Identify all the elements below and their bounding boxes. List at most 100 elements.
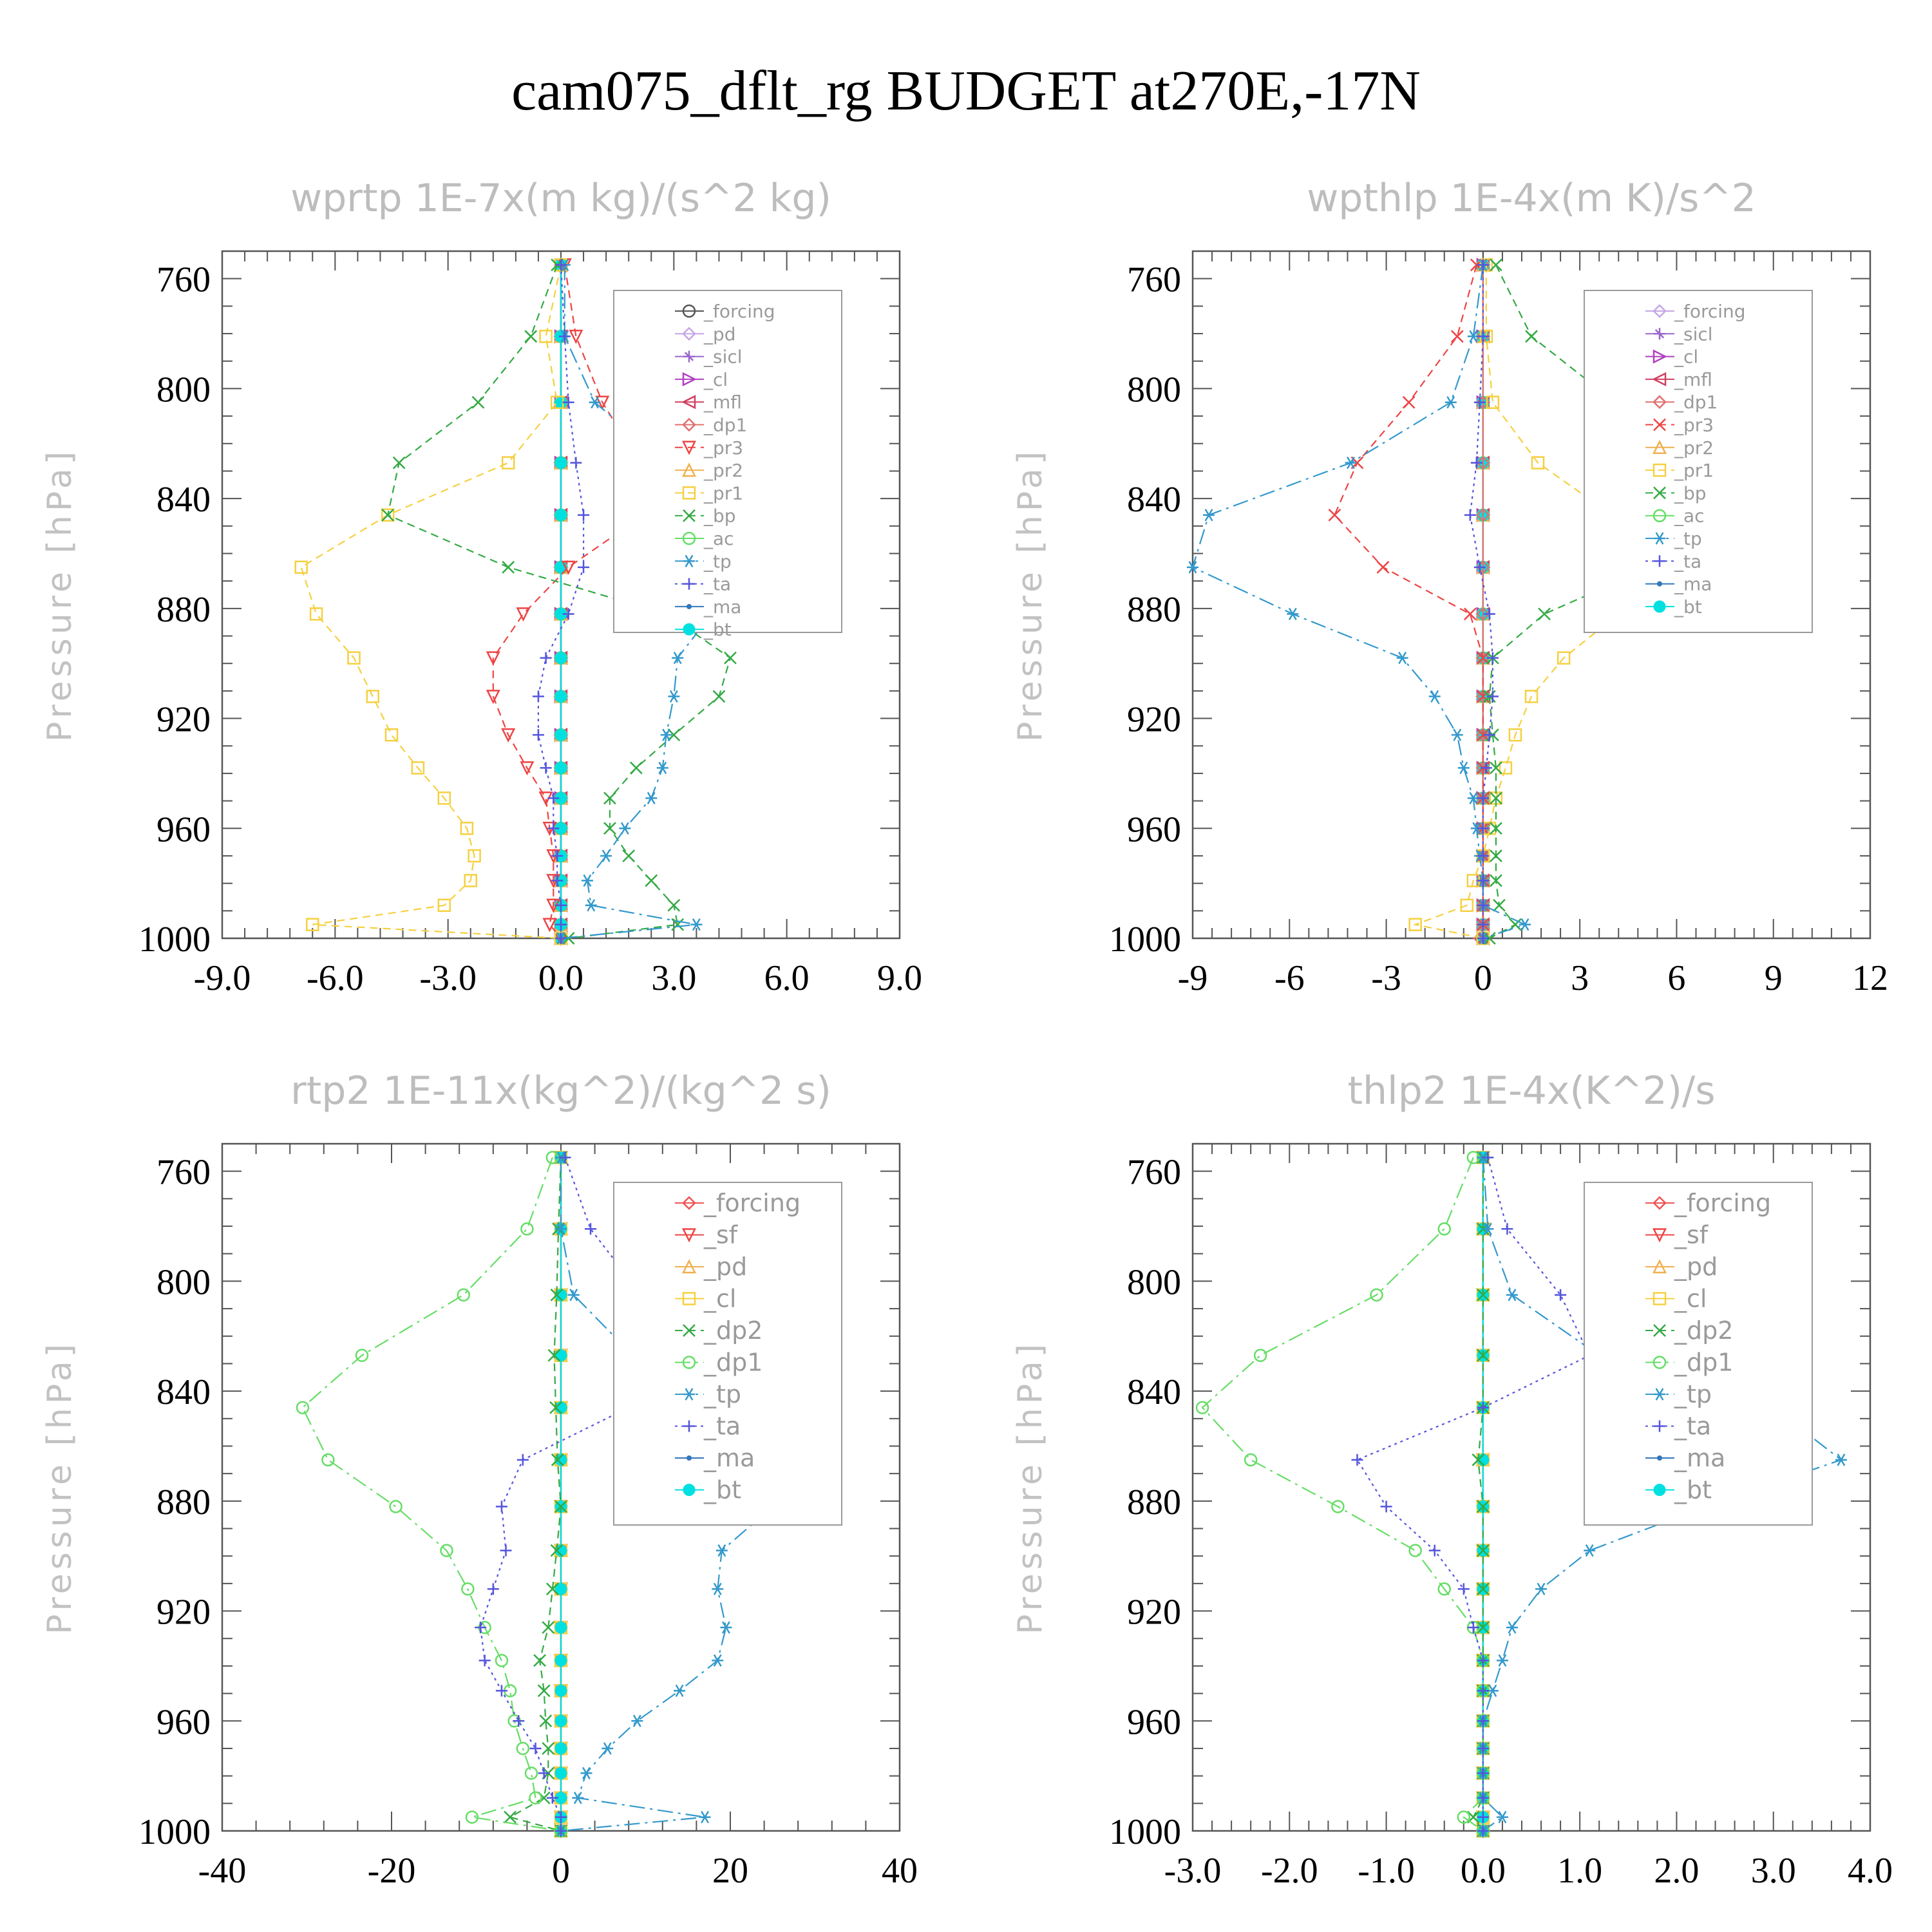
legend-label: _cl (1674, 1285, 1707, 1313)
data-point-tp (567, 1289, 580, 1302)
legend-marker (1653, 418, 1666, 431)
y-ticks: 760 800 840 880 920 960 1000 (1109, 251, 1870, 960)
data-point-pr3 (1450, 330, 1464, 343)
data-point-pr1 (437, 898, 451, 913)
data-point-dp1 (1476, 455, 1490, 470)
y-tick-label: 880 (156, 1482, 211, 1522)
data-point-ta (1470, 457, 1482, 469)
data-point-tp (601, 1742, 614, 1755)
x-tick-label: 2.0 (1654, 1851, 1699, 1891)
data-point-pr3 (1476, 728, 1490, 742)
data-point-ta (547, 792, 560, 804)
data-point-dp1 (1476, 607, 1490, 621)
data-point-tp (600, 849, 612, 862)
legend-marker (681, 1228, 697, 1243)
data-point-ta (562, 608, 574, 620)
data-point-pr1 (1524, 690, 1539, 703)
data-point-bp (667, 728, 681, 742)
legend: _forcing _sf _pd _cl _dp2 _dp1 _tp _ta _ma _bt (613, 1182, 842, 1526)
x-tick-label: 3.0 (651, 958, 696, 998)
data-point-pr3 (1476, 651, 1490, 665)
legend-label: _pr2 (703, 460, 743, 481)
data-point-tp (1506, 1289, 1518, 1302)
data-point-pr1 (539, 330, 553, 343)
legend-box (613, 290, 842, 633)
data-point-ta (1477, 1742, 1489, 1754)
legend-marker (1652, 1228, 1667, 1243)
data-point-pr1 (1557, 651, 1571, 665)
data-point-tp (668, 690, 680, 703)
data-point-dp1 (1476, 728, 1490, 742)
data-point-tp (712, 1582, 724, 1596)
series-group (296, 1150, 842, 1839)
y-tick-label: 760 (156, 1153, 211, 1193)
data-point-ta (1486, 690, 1499, 703)
legend-marker (683, 1420, 695, 1432)
y-tick-label: 1000 (138, 920, 211, 960)
legend-marker (1653, 1292, 1667, 1305)
data-point-bt (554, 728, 567, 741)
y-ticks: 760 800 840 880 920 960 1000 (138, 251, 900, 960)
data-point-dp1 (465, 1810, 479, 1824)
x-tick-label: 0 (1474, 958, 1492, 998)
legend-label: _dp1 (703, 1349, 762, 1377)
legend-marker (1653, 509, 1667, 522)
legend-marker (683, 623, 696, 636)
data-point-dp2 (1472, 1453, 1485, 1466)
data-point-pr1 (347, 651, 361, 665)
legend-marker (683, 1388, 695, 1401)
data-point-tp (699, 1811, 711, 1824)
data-point-tp (1835, 1454, 1847, 1466)
legend-label: _ta (1674, 551, 1701, 572)
data-point-pr1 (294, 560, 308, 574)
data-point-ta (546, 1792, 558, 1804)
x-tick-label: 0.0 (538, 958, 583, 998)
panel-title: wpthlp 1E-4x(m K)/s^2 (1307, 176, 1756, 221)
data-point-tp (1428, 690, 1441, 703)
data-point-ta (1501, 1223, 1513, 1235)
data-point-ta (555, 1825, 567, 1837)
y-axis-label: Pressure [hPa] (1011, 448, 1050, 742)
y-tick-label: 960 (156, 810, 211, 849)
data-point-ta (1473, 561, 1486, 573)
data-point-dp1 (321, 1453, 335, 1467)
x-ticks: -40 -20 0 20 40 (198, 1144, 918, 1891)
data-point-dp2 (551, 1453, 564, 1466)
data-point-ta (500, 1544, 512, 1557)
data-point-bt (554, 1654, 567, 1667)
legend-marker (1653, 1484, 1666, 1496)
series-group (294, 257, 827, 946)
legend-marker (1654, 328, 1665, 340)
data-point-dp2 (549, 1401, 562, 1414)
legend-marker (682, 486, 696, 500)
legend-marker (682, 1292, 696, 1305)
data-point-ta (1477, 792, 1489, 804)
data-point-dp2 (1476, 1582, 1490, 1596)
data-point-bp (392, 456, 406, 469)
data-point-bt (554, 457, 567, 469)
panel-3: rtp2 1E-11x(kg^2)/(kg^2 s) Pressure [hPa]… (41, 1068, 918, 1891)
data-point-tp (645, 791, 658, 804)
legend-marker (682, 531, 696, 545)
x-tick-label: 6 (1667, 958, 1685, 998)
data-point-pr1 (1486, 395, 1500, 409)
legend-marker (1652, 440, 1667, 455)
data-point-tp (1467, 330, 1479, 343)
data-point-tp (660, 728, 672, 741)
data-point-ta (1482, 1151, 1494, 1164)
legend-label: _bp (1674, 482, 1707, 504)
legend-marker (1653, 463, 1667, 477)
panel-1: wprtp 1E-7x(m kg)/(s^2 kg) Pressure [hPa]… (41, 176, 922, 998)
panel-2: wpthlp 1E-4x(m K)/s^2 Pressure [hPa] 760 80… (1011, 176, 1888, 998)
data-point-bt (554, 1714, 567, 1727)
data-point-pr1 (460, 822, 474, 835)
data-point-dp2 (533, 1654, 547, 1667)
data-point-dp1 (389, 1500, 402, 1513)
data-point-bt (554, 1742, 567, 1755)
data-point-pr3 (542, 918, 557, 933)
data-point-pr1 (1531, 456, 1545, 469)
data-point-dp2 (550, 1288, 564, 1302)
data-point-ta (532, 729, 544, 741)
data-point-ta (1477, 1654, 1489, 1667)
x-tick-label: 9.0 (877, 958, 922, 998)
